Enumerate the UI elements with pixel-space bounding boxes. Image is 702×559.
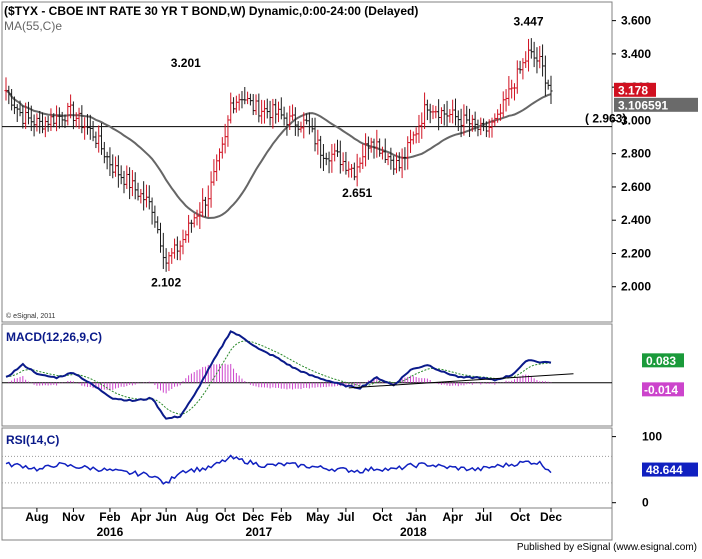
time-tick-label: Jul bbox=[475, 510, 492, 524]
time-tick-label: Oct bbox=[372, 510, 392, 524]
macd-signal-line bbox=[5, 340, 552, 415]
price-bar bbox=[549, 75, 553, 105]
price-tick-label: 2.800 bbox=[621, 147, 651, 161]
price-series: 3.2012.1022.6513.4473.6003.4003.2003.000… bbox=[2, 14, 698, 294]
moving-average-line bbox=[5, 89, 552, 220]
chart-title: ($TYX - CBOE INT RATE 30 YR T BOND,W) Dy… bbox=[4, 4, 418, 18]
time-tick-label: Aug bbox=[185, 510, 208, 524]
price-tick-label: 2.200 bbox=[621, 246, 651, 260]
macd-title: MACD(12,26,9,C) bbox=[6, 330, 102, 344]
time-tick-label: Jan bbox=[406, 510, 427, 524]
time-tick-label: Oct bbox=[215, 510, 235, 524]
rsi-tick-label: 0 bbox=[642, 496, 649, 510]
axis-labels: Aug Nov Feb Apr Jun Aug Oct Dec Feb May Jul Oct Jan A… bbox=[25, 508, 562, 539]
price-tick-label: 2.400 bbox=[621, 213, 651, 227]
rsi-title: RSI(14,C) bbox=[6, 433, 59, 447]
price-tick-label: 2.000 bbox=[621, 280, 651, 294]
time-tick-label: Aug bbox=[25, 510, 48, 524]
price-annotation: 2.651 bbox=[342, 186, 372, 200]
ma-value: 3.106591 bbox=[618, 98, 668, 112]
price-annotation: 2.102 bbox=[151, 276, 181, 290]
time-tick-label: Feb bbox=[99, 510, 120, 524]
last-price-value: 3.178 bbox=[618, 83, 648, 97]
signal-value-badge bbox=[642, 382, 684, 397]
price-tick-label: 3.400 bbox=[621, 47, 651, 61]
time-tick-label: Dec bbox=[242, 510, 264, 524]
price-tick-label: 2.600 bbox=[621, 180, 651, 194]
price-tick-label: 3.600 bbox=[621, 14, 651, 28]
time-tick-label: Jul bbox=[337, 510, 354, 524]
signal-value: -0.014 bbox=[644, 383, 678, 397]
publisher-text: Published by eSignal (www.esignal.com) bbox=[517, 542, 697, 553]
year-label: 2016 bbox=[97, 525, 124, 539]
time-tick-label: Nov bbox=[62, 510, 85, 524]
macd-value: 0.083 bbox=[646, 354, 676, 368]
rsi-series: 100 0 48.644 bbox=[2, 430, 698, 510]
year-label: 2017 bbox=[245, 525, 272, 539]
time-tick-label: May bbox=[306, 510, 330, 524]
price-panel bbox=[1, 1, 613, 323]
price-annotation: 3.447 bbox=[514, 15, 544, 29]
macd-series: 0.083 -0.014 bbox=[2, 330, 684, 420]
macd-value-badge bbox=[642, 353, 684, 368]
time-tick-label: Apr bbox=[131, 510, 152, 524]
time-tick-label: Feb bbox=[271, 510, 292, 524]
rsi-value: 48.644 bbox=[646, 463, 683, 477]
ma-label: MA(55,C)e bbox=[4, 19, 62, 33]
macd-trend-line bbox=[348, 373, 574, 389]
credit-text: © eSignal, 2011 bbox=[6, 312, 56, 320]
rsi-line bbox=[5, 454, 552, 485]
price-tick-label: 3.000 bbox=[621, 113, 651, 127]
rsi-tick-label: 100 bbox=[642, 430, 662, 444]
time-axis bbox=[1, 507, 613, 541]
last-price-badge bbox=[614, 82, 656, 97]
time-tick-label: Apr bbox=[442, 510, 463, 524]
year-label: 2018 bbox=[400, 525, 427, 539]
rsi-value-badge bbox=[642, 462, 698, 477]
time-tick-label: Jun bbox=[155, 510, 176, 524]
level-label: ( 2.963) bbox=[585, 112, 626, 126]
time-tick-label: Dec bbox=[540, 510, 562, 524]
time-tick-label: Oct bbox=[510, 510, 530, 524]
macd-panel bbox=[1, 323, 613, 427]
price-annotation: 3.201 bbox=[171, 56, 201, 70]
ma-value-badge bbox=[614, 97, 698, 112]
macd-line bbox=[5, 330, 552, 420]
